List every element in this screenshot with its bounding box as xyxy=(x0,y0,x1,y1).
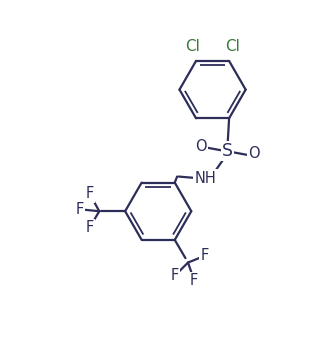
Text: F: F xyxy=(171,268,179,283)
Text: Cl: Cl xyxy=(225,39,240,54)
Text: O: O xyxy=(248,146,260,161)
Text: F: F xyxy=(86,186,94,201)
Text: NH: NH xyxy=(195,171,216,186)
Text: F: F xyxy=(190,273,198,289)
Text: O: O xyxy=(195,139,207,153)
Text: F: F xyxy=(200,248,209,263)
Text: S: S xyxy=(222,142,233,160)
Text: F: F xyxy=(76,202,84,217)
Text: Cl: Cl xyxy=(185,39,200,54)
Text: F: F xyxy=(86,220,94,235)
